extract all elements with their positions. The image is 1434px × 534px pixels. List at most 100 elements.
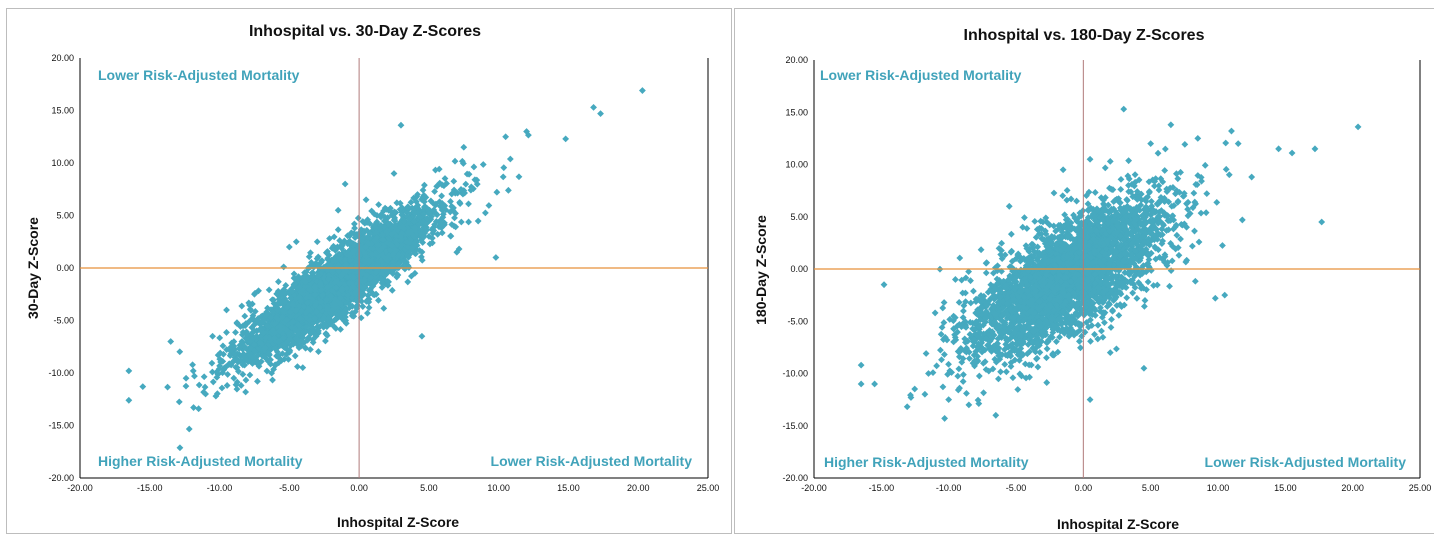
data-point (310, 283, 318, 291)
data-point (233, 319, 241, 327)
data-point (260, 329, 267, 337)
data-point (334, 206, 342, 214)
data-point (379, 236, 387, 244)
y-tick-label: 15.00 (51, 106, 74, 116)
data-point (379, 231, 387, 239)
data-point (313, 308, 321, 316)
data-point (1023, 245, 1031, 252)
data-point (1238, 216, 1246, 224)
data-point (258, 318, 266, 326)
data-point (504, 186, 512, 194)
data-point (286, 314, 293, 321)
data-point (350, 312, 358, 320)
data-point (182, 382, 190, 390)
data-point (218, 384, 226, 392)
data-point (319, 291, 327, 299)
data-point (257, 358, 265, 365)
data-point (248, 324, 256, 331)
data-point (383, 257, 391, 264)
data-point (469, 185, 477, 193)
data-point (441, 175, 449, 182)
data-point (404, 204, 411, 212)
data-point (246, 371, 254, 379)
data-point (322, 330, 330, 338)
data-point (338, 296, 346, 304)
data-point (374, 241, 382, 249)
quadrant-label-bottom-left: Higher Risk-Adjusted Mortality (98, 453, 303, 469)
x-tick-label: 20.00 (1341, 483, 1364, 493)
data-point (251, 308, 259, 315)
data-point (330, 242, 337, 250)
data-point (280, 341, 288, 349)
data-point (1007, 319, 1015, 327)
data-point (270, 304, 278, 312)
data-point (344, 291, 352, 299)
data-point (423, 226, 431, 234)
data-point (431, 221, 439, 228)
data-point (393, 199, 401, 207)
data-point (302, 282, 309, 290)
data-point (430, 227, 438, 234)
data-point (358, 292, 366, 300)
data-point (351, 224, 358, 232)
x-tick-label: 10.00 (1207, 483, 1230, 493)
data-point (346, 250, 354, 258)
data-point (288, 288, 296, 296)
data-point (980, 389, 987, 397)
data-point (389, 270, 397, 278)
data-point (283, 316, 290, 324)
data-point (333, 278, 341, 285)
data-point (139, 383, 147, 391)
x-tick-label: -5.00 (279, 483, 300, 493)
data-point (412, 250, 420, 258)
data-point (270, 340, 277, 348)
data-point (213, 373, 221, 381)
data-point (239, 322, 247, 330)
data-point (260, 316, 268, 324)
data-point (372, 290, 380, 298)
data-point (960, 307, 967, 315)
chart-title: Inhospital vs. 180-Day Z-Scores (964, 27, 1205, 44)
data-point (201, 383, 209, 391)
data-point (465, 200, 472, 208)
data-point (411, 224, 419, 232)
data-point (253, 335, 260, 343)
data-point (398, 211, 406, 219)
data-point (410, 232, 418, 240)
data-point (242, 334, 250, 342)
data-point (955, 298, 963, 306)
data-point (377, 226, 384, 233)
data-point (364, 309, 371, 317)
data-point (219, 342, 227, 350)
data-point (243, 331, 251, 338)
data-point (989, 365, 997, 373)
data-point (410, 209, 418, 216)
data-point (396, 199, 404, 207)
data-point (1140, 302, 1148, 310)
y-tick-label: 10.00 (785, 160, 808, 170)
data-point (366, 220, 374, 227)
data-point (1172, 190, 1179, 198)
data-point (499, 173, 507, 181)
data-point (303, 299, 311, 307)
data-point (356, 250, 364, 258)
data-point (272, 314, 280, 322)
data-point (368, 251, 376, 259)
data-point (1166, 282, 1173, 290)
data-point (420, 233, 428, 241)
data-point (485, 202, 493, 209)
data-point (388, 286, 396, 294)
data-point (405, 215, 413, 223)
data-point (431, 188, 439, 195)
data-point (410, 217, 418, 225)
data-point (391, 221, 399, 229)
x-tick-label: -15.00 (137, 483, 163, 493)
chart-title: Inhospital vs. 30-Day Z-Scores (249, 23, 481, 40)
y-tick-label: 20.00 (51, 53, 74, 63)
data-point (285, 356, 292, 363)
data-point (411, 269, 419, 277)
data-point (332, 325, 340, 332)
data-point (256, 339, 264, 346)
data-point (473, 176, 481, 184)
y-tick-label: 20.00 (785, 55, 808, 65)
